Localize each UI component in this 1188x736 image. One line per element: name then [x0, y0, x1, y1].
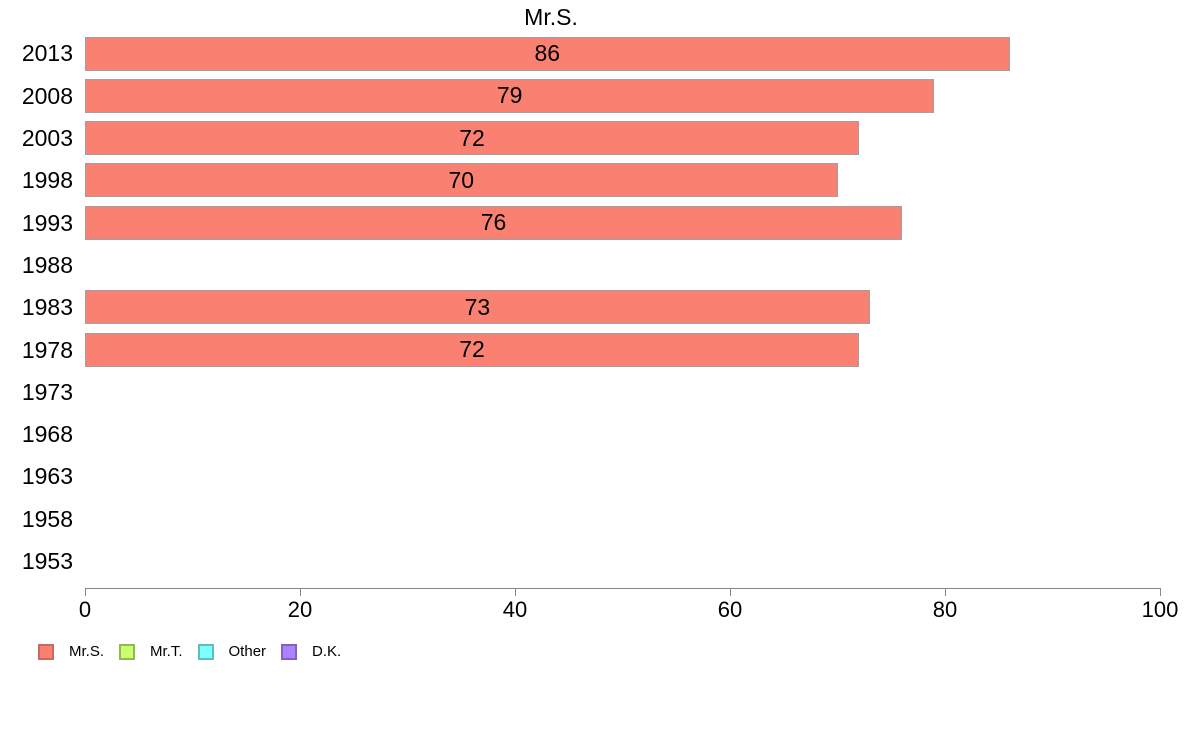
y-axis-label: 1993 [21, 209, 73, 236]
y-axis-label: 1953 [21, 548, 73, 574]
x-axis-tick [515, 588, 516, 596]
x-axis-tick [945, 588, 946, 596]
legend-label: Mr.T. [150, 643, 183, 660]
x-axis-tick-label: 20 [287, 597, 313, 622]
y-axis-label: 1983 [21, 294, 73, 321]
bar-value-label: 76 [480, 209, 507, 236]
legend-item: Mr.S. [38, 643, 104, 660]
bar-value-label: 70 [448, 166, 475, 193]
bar: 76 [85, 205, 902, 240]
bar: 79 [85, 78, 935, 113]
bar-value-label: 72 [459, 336, 485, 363]
x-axis-tick-label: 100 [1141, 597, 1179, 622]
legend-swatch [119, 643, 136, 660]
bar-value-label: 86 [534, 40, 561, 67]
legend: Mr.S. Mr.T. Other D.K. [38, 643, 341, 660]
x-axis-tick-label: 80 [932, 597, 958, 622]
y-axis-label: 1988 [21, 251, 73, 278]
x-axis-tick [730, 588, 731, 596]
legend-label: Other [228, 643, 267, 660]
y-axis-label: 1998 [21, 167, 73, 194]
bar: 72 [85, 332, 859, 367]
bar-value-label: 79 [496, 82, 523, 109]
y-axis-label: 1968 [21, 421, 73, 448]
y-axis-label: 1963 [21, 463, 73, 490]
bar: 86 [85, 36, 1010, 71]
legend-item: Mr.T. [119, 643, 183, 660]
chart-title: Mr.S. [524, 4, 578, 30]
legend-swatch [281, 643, 298, 660]
x-axis-tick [85, 588, 86, 596]
legend-item: D.K. [281, 643, 341, 660]
legend-label: Mr.S. [69, 643, 105, 660]
x-axis-tick-label: 0 [78, 597, 92, 622]
legend-swatch [38, 643, 54, 660]
bar: 70 [85, 163, 838, 198]
legend-label: D.K. [312, 643, 342, 660]
y-axis-label: 1973 [21, 378, 73, 405]
x-axis-tick [300, 588, 301, 596]
bar: 72 [85, 121, 859, 156]
legend-item: Other [197, 643, 267, 660]
x-axis-tick-label: 40 [502, 597, 528, 622]
y-axis-label: 1958 [21, 505, 73, 532]
y-axis-label: 2013 [21, 40, 73, 67]
x-axis-line [85, 588, 1160, 589]
y-axis-label: 1978 [21, 336, 73, 363]
y-axis-label: 2008 [21, 82, 73, 109]
y-axis-label: 2003 [21, 125, 73, 151]
x-axis-tick [1160, 588, 1161, 596]
bar-value-label: 72 [459, 124, 485, 151]
bar-value-label: 73 [464, 293, 491, 320]
legend-swatch [197, 643, 214, 660]
bar: 73 [85, 290, 870, 325]
x-axis-tick-label: 60 [717, 597, 743, 622]
